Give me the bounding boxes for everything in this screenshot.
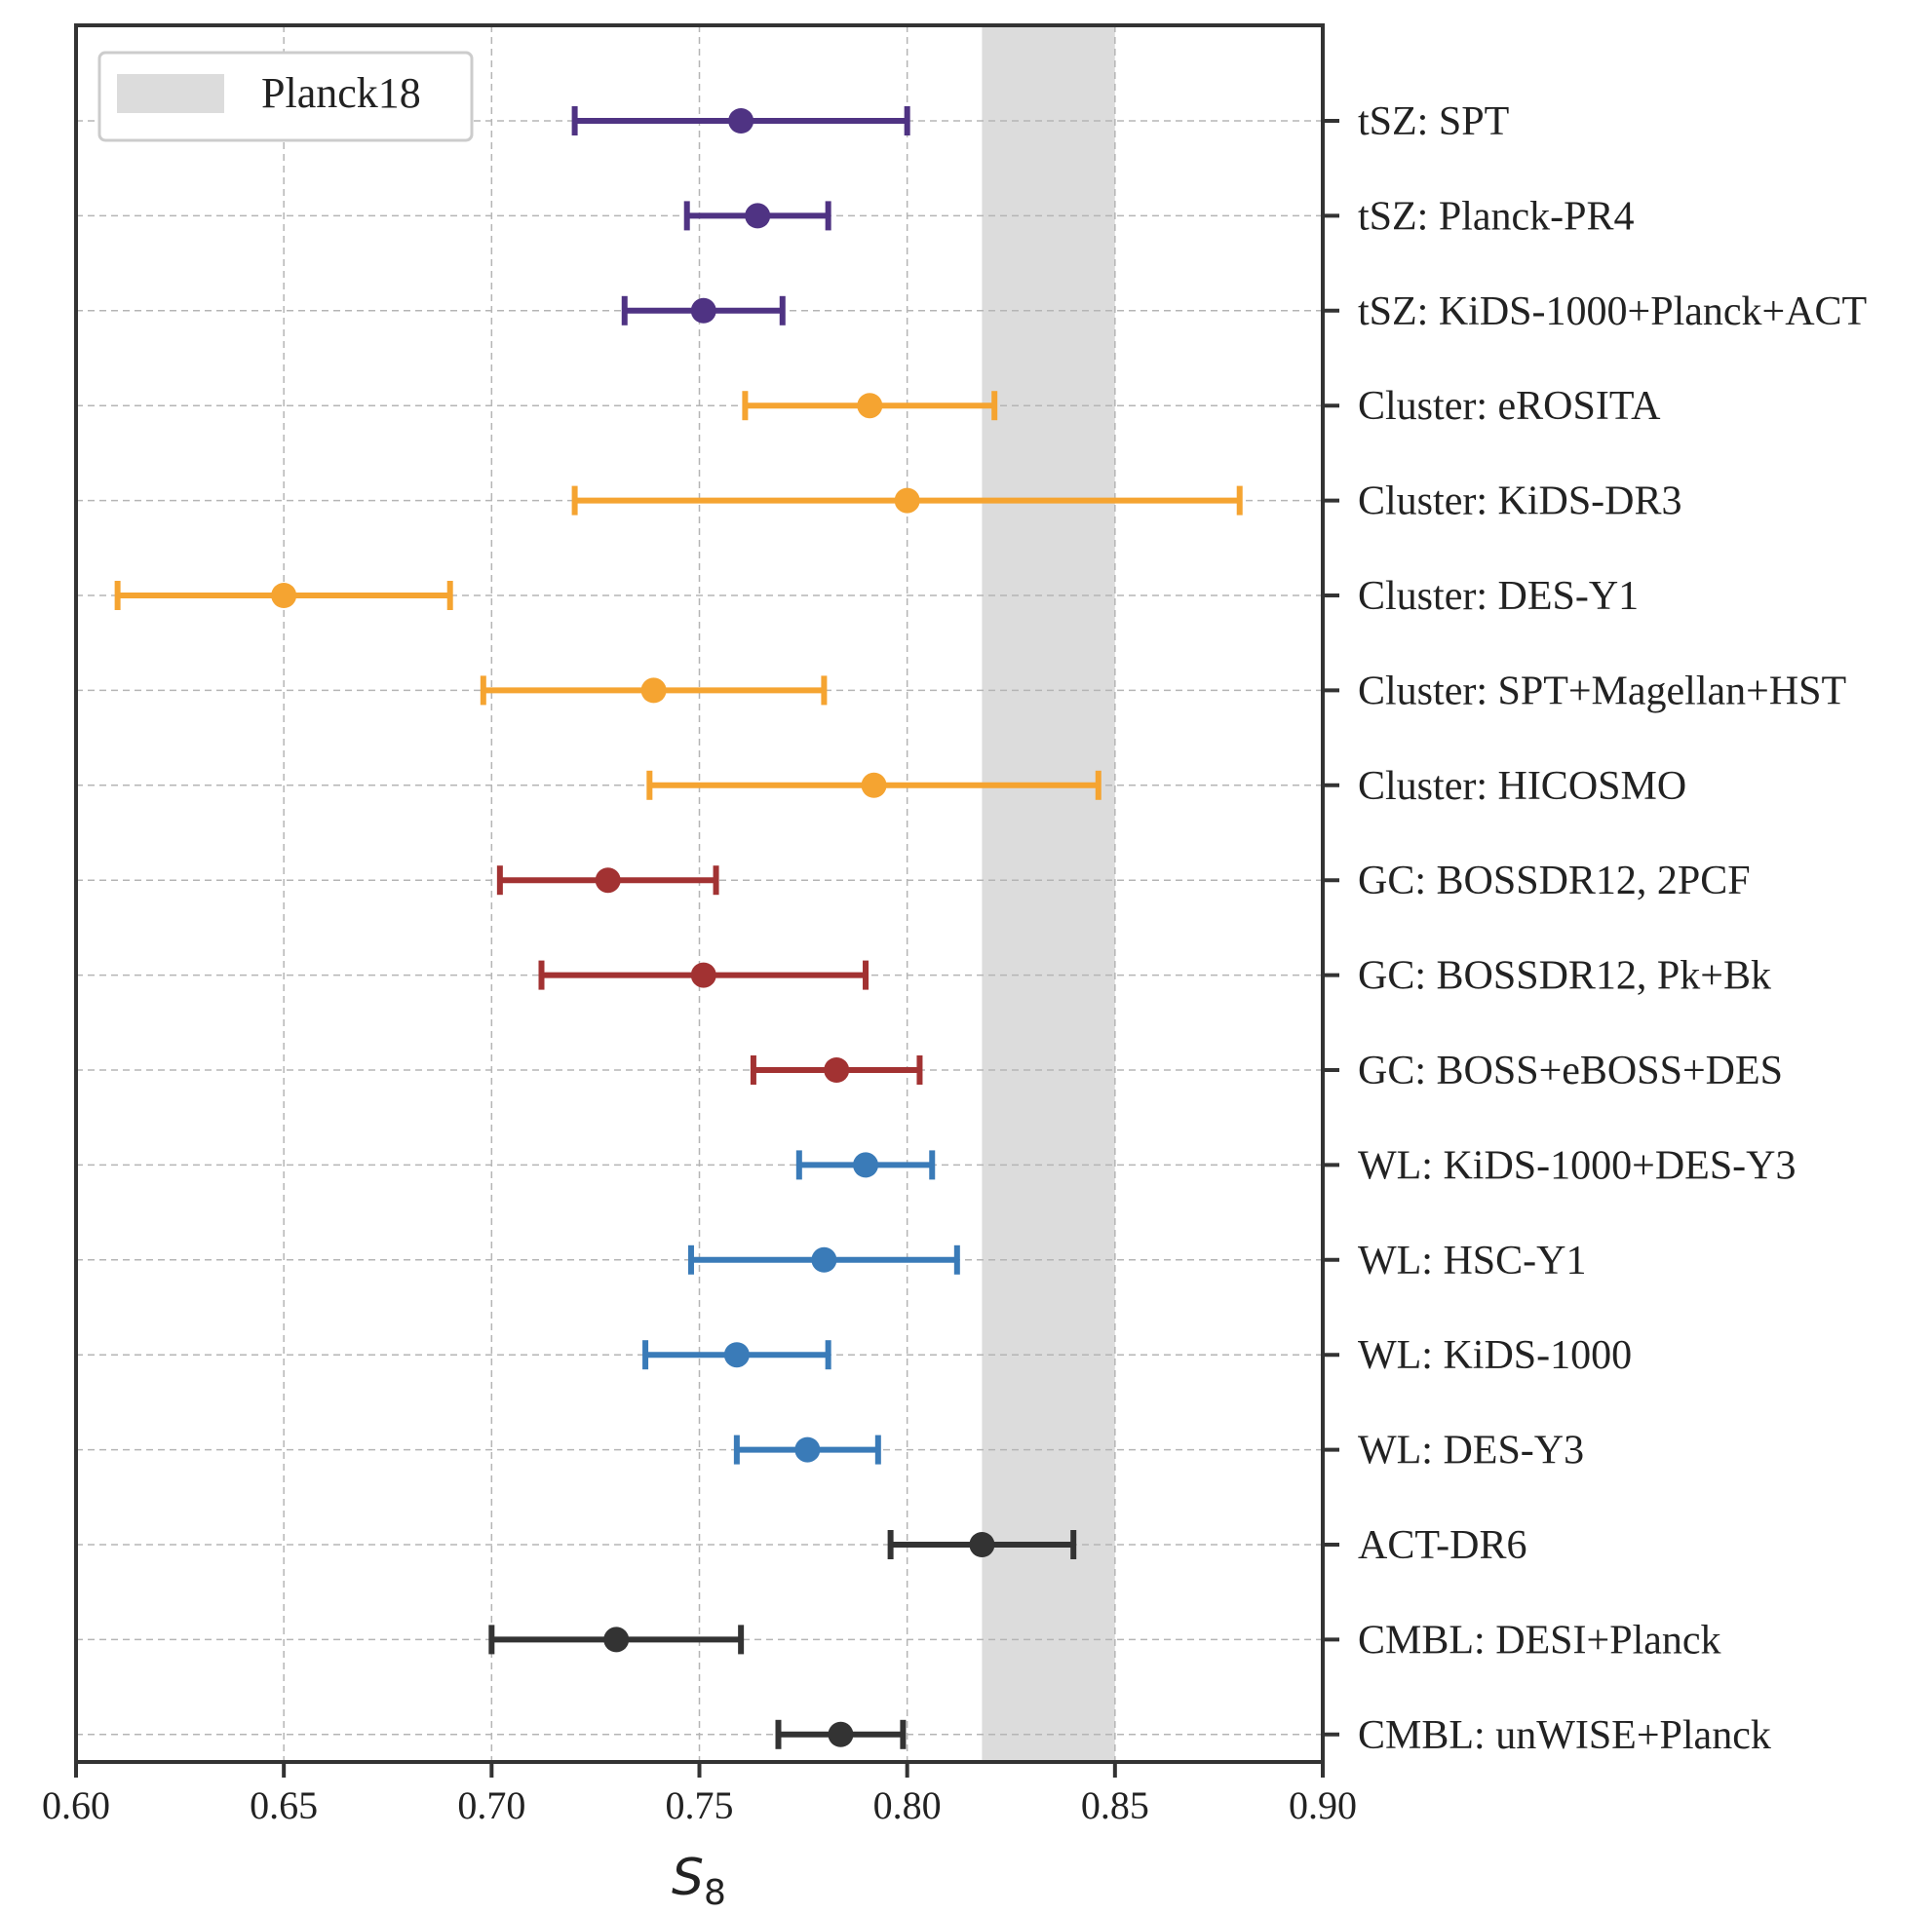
errorbar-row bbox=[795, 1150, 936, 1180]
y-tick-label: tSZ: Planck-PR4 bbox=[1358, 194, 1635, 239]
data-point bbox=[828, 1721, 854, 1747]
x-tick-label: 0.65 bbox=[250, 1783, 318, 1827]
data-point bbox=[640, 677, 667, 704]
x-tick-label: 0.60 bbox=[42, 1783, 110, 1827]
data-point bbox=[745, 203, 771, 229]
y-tick-label: GC: BOSSDR12, Pk+Bk bbox=[1358, 954, 1771, 999]
data-point bbox=[894, 487, 920, 514]
errorbar-row bbox=[742, 391, 998, 421]
errorbar-row bbox=[750, 1055, 923, 1085]
x-tick-label: 0.80 bbox=[873, 1783, 942, 1827]
data-point bbox=[969, 1532, 995, 1557]
x-tick-label: 0.85 bbox=[1081, 1783, 1149, 1827]
errorbar-row bbox=[642, 1340, 831, 1370]
errorbar-row bbox=[687, 1244, 960, 1275]
x-tick-label: 0.70 bbox=[457, 1783, 525, 1827]
errorbar-row bbox=[480, 675, 828, 706]
errorbar-row bbox=[775, 1719, 907, 1749]
errorbar-row bbox=[733, 1435, 881, 1465]
legend-label: Planck18 bbox=[261, 69, 421, 117]
y-tick-label: WL: DES-Y3 bbox=[1358, 1429, 1584, 1474]
data-point bbox=[595, 867, 621, 894]
data-point bbox=[811, 1246, 837, 1273]
y-tick-label: tSZ: SPT bbox=[1358, 99, 1509, 144]
errorbar-row bbox=[621, 295, 786, 325]
y-tick-label: CMBL: unWISE+Planck bbox=[1358, 1713, 1771, 1758]
y-tick-label: WL: KiDS-1000 bbox=[1358, 1333, 1632, 1378]
errorbar-row bbox=[571, 485, 1243, 516]
data-point bbox=[728, 108, 754, 134]
x-axis-label-main: S bbox=[672, 1849, 704, 1907]
y-tick-label: GC: BOSSDR12, 2PCF bbox=[1358, 859, 1751, 903]
y-tick-label: Cluster: HICOSMO bbox=[1358, 764, 1686, 809]
y-tick-label: tSZ: KiDS-1000+Planck+ACT bbox=[1358, 289, 1867, 334]
legend-swatch bbox=[117, 74, 224, 113]
x-tick-label: 0.75 bbox=[666, 1783, 734, 1827]
data-point bbox=[271, 583, 297, 608]
y-tick-label: ACT-DR6 bbox=[1358, 1523, 1526, 1568]
data-point bbox=[690, 297, 716, 324]
data-point bbox=[794, 1436, 821, 1463]
y-tick-label: WL: KiDS-1000+DES-Y3 bbox=[1358, 1143, 1797, 1188]
y-tick-label: Cluster: SPT+Magellan+HST bbox=[1358, 669, 1846, 713]
errorbar-row bbox=[488, 1625, 745, 1655]
errorbar-row bbox=[538, 960, 869, 990]
data-point bbox=[853, 1152, 879, 1178]
x-axis-label: S8 bbox=[672, 1849, 726, 1913]
y-tick-label: Cluster: eROSITA bbox=[1358, 384, 1661, 429]
errorbar-row bbox=[646, 770, 1101, 800]
errorbar-row bbox=[887, 1530, 1077, 1559]
x-tick-label: 0.90 bbox=[1289, 1783, 1357, 1827]
data-point bbox=[857, 393, 883, 419]
y-tick-label: Cluster: KiDS-DR3 bbox=[1358, 479, 1682, 524]
y-tick-label: Cluster: DES-Y1 bbox=[1358, 574, 1639, 619]
data-point bbox=[603, 1627, 630, 1653]
data-point bbox=[723, 1342, 750, 1368]
errorbar-row bbox=[496, 865, 719, 896]
errorbar-row bbox=[571, 106, 910, 135]
planck18-band bbox=[982, 25, 1115, 1762]
data-point bbox=[690, 962, 716, 988]
errorbar-row bbox=[114, 581, 453, 610]
y-tick-label: CMBL: DESI+Planck bbox=[1358, 1618, 1721, 1663]
data-point bbox=[824, 1057, 850, 1083]
data-point bbox=[861, 772, 887, 798]
x-axis-label-subscript: 8 bbox=[704, 1873, 726, 1913]
y-tick-label: WL: HSC-Y1 bbox=[1358, 1239, 1587, 1283]
y-tick-label: GC: BOSS+eBOSS+DES bbox=[1358, 1049, 1783, 1093]
errorbar-row bbox=[683, 201, 831, 231]
